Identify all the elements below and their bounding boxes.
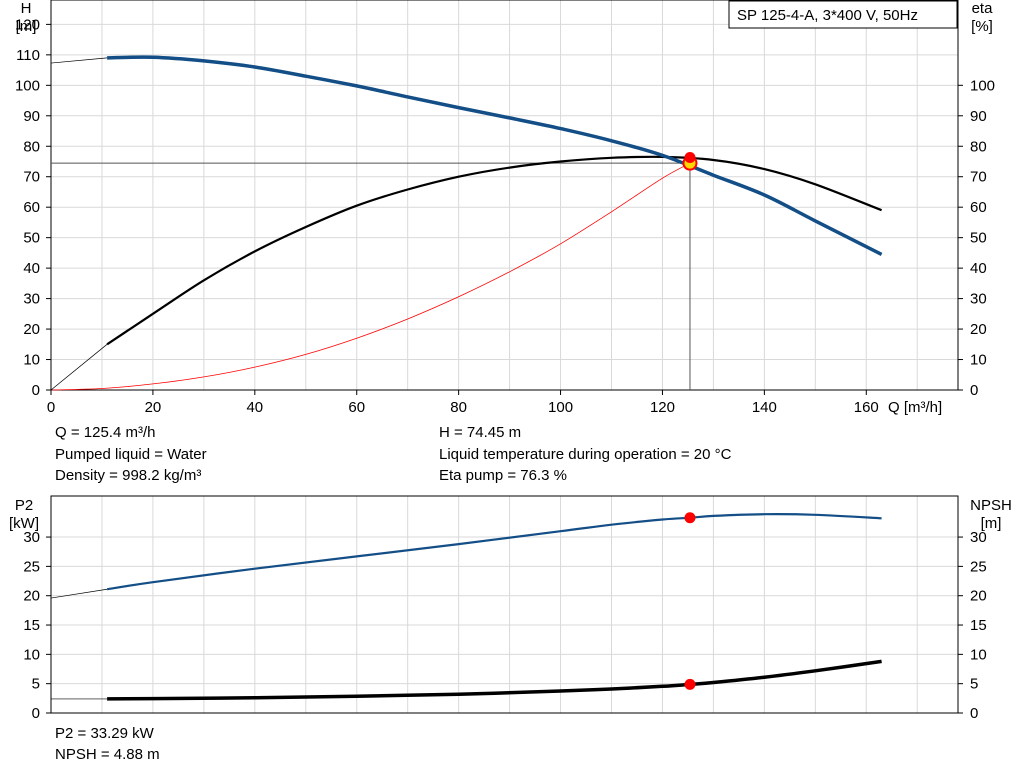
h-tick-label: 120 xyxy=(15,16,40,33)
h-tick-label: 90 xyxy=(23,108,40,125)
q-tick-label: 100 xyxy=(548,399,573,416)
npsh-tick-label: 15 xyxy=(970,617,987,634)
p2-point-marker xyxy=(684,512,696,524)
top-plot: 0 10 20 30 40 50 60 70 80 90 100 110 120 0 10 20 30 40 50 6… xyxy=(15,0,995,416)
h-tick-label: 40 xyxy=(23,260,40,277)
eta-point-marker xyxy=(684,152,696,164)
npsh-tick-label: 25 xyxy=(970,558,987,575)
eta-tick-label: 40 xyxy=(970,260,987,277)
info-density: Density = 998.2 kg/m³ xyxy=(55,467,202,484)
eta-tick-label: 80 xyxy=(970,138,987,155)
q-tick-label: 120 xyxy=(650,399,675,416)
head-curve xyxy=(107,55,883,256)
h-axis-title: H xyxy=(20,0,32,17)
bottom-tick-labels: 0 5 10 15 20 25 30 0 5 10 15 20 25 30 xyxy=(23,529,986,722)
h-tick-label: 30 xyxy=(23,291,40,308)
npsh-tick-label: 5 xyxy=(970,676,978,693)
info-h: H = 74.45 m xyxy=(439,424,522,441)
eta-tick-label: 60 xyxy=(970,199,987,216)
p2-axis-title: P2 xyxy=(14,497,34,514)
eta-tick-label: 0 xyxy=(970,382,978,399)
info-liquid: Pumped liquid = Water xyxy=(55,446,207,463)
p2-curve-extension xyxy=(50,588,108,599)
h-tick-label: 80 xyxy=(23,138,40,155)
info-p2: P2 = 33.29 kW xyxy=(55,725,154,742)
npsh-tick-label: 30 xyxy=(970,529,987,546)
h-tick-label: 110 xyxy=(16,47,40,64)
info-temp: Liquid temperature during operation = 20… xyxy=(439,446,732,463)
p2-tick-label: 20 xyxy=(23,588,40,605)
npsh-point-marker xyxy=(684,678,696,690)
h-tick-label: 0 xyxy=(32,382,40,399)
bottom-gridlines xyxy=(51,496,958,713)
p2-axis-unit: [kW] xyxy=(9,515,39,532)
head-curve-extension xyxy=(50,57,108,64)
system-curve xyxy=(50,162,691,391)
eta-tick-label: 100 xyxy=(970,77,995,94)
model-label-box xyxy=(728,0,958,29)
p2-curve xyxy=(106,513,882,591)
p2-tick-label: 0 xyxy=(32,705,40,722)
q-tick-label: 80 xyxy=(450,399,467,416)
eta-axis-unit: [%] xyxy=(971,18,993,35)
top-tick-labels: 0 10 20 30 40 50 60 70 80 90 100 110 120 0 10 20 30 40 50 6… xyxy=(15,16,995,416)
npsh-axis-header: NPSH [m] xyxy=(964,497,1018,533)
eta-axis-header: eta [%] xyxy=(964,0,1000,36)
h-axis-header: H [m] xyxy=(12,0,40,36)
npsh-axis-title: NPSH xyxy=(970,497,1012,514)
bottom-plot: 0 5 10 15 20 25 30 0 5 10 15 20 25 30 xyxy=(23,495,987,722)
p2-axis-header: P2 [kW] xyxy=(4,497,44,533)
q-tick-label: 0 xyxy=(47,399,55,416)
p2-tick-label: 25 xyxy=(23,558,40,575)
top-curves xyxy=(50,55,883,391)
h-tick-label: 60 xyxy=(23,199,40,216)
bottom-curves xyxy=(50,512,882,701)
h-axis-unit: [m] xyxy=(15,18,37,35)
eta-tick-label: 10 xyxy=(970,352,987,369)
eta-tick-label: 30 xyxy=(970,291,987,308)
h-tick-label: 100 xyxy=(15,77,40,94)
npsh-axis-unit: [m] xyxy=(980,515,1002,532)
p2-tick-label: 15 xyxy=(23,617,40,634)
model-label: SP 125-4-A, 3*400 V, 50Hz xyxy=(737,7,918,24)
x-axis-label: Q [m³/h] xyxy=(888,399,942,416)
p2-tick-label: 5 xyxy=(32,676,40,693)
h-tick-label: 10 xyxy=(23,352,40,369)
eta-curve-extension xyxy=(50,344,108,391)
npsh-tick-label: 0 xyxy=(970,705,978,722)
top-plot-frame xyxy=(50,0,959,391)
eta-curve xyxy=(106,155,882,346)
p2-tick-label: 10 xyxy=(23,646,40,663)
npsh-curve xyxy=(107,659,882,701)
h-tick-label: 20 xyxy=(23,321,40,338)
p2-tick-label: 30 xyxy=(23,529,40,546)
npsh-tick-label: 10 xyxy=(970,646,987,663)
h-tick-label: 70 xyxy=(23,169,40,186)
eta-tick-label: 70 xyxy=(970,169,987,186)
npsh-tick-label: 20 xyxy=(970,588,987,605)
q-tick-label: 40 xyxy=(246,399,263,416)
q-tick-label: 140 xyxy=(752,399,777,416)
eta-tick-label: 50 xyxy=(970,230,987,247)
h-tick-label: 50 xyxy=(23,230,40,247)
eta-tick-label: 20 xyxy=(970,321,987,338)
eta-axis-title: eta xyxy=(971,0,993,17)
q-tick-label: 60 xyxy=(348,399,365,416)
q-tick-label: 160 xyxy=(854,399,879,416)
info-eta: Eta pump = 76.3 % xyxy=(439,467,567,484)
q-tick-label: 20 xyxy=(145,399,162,416)
eta-tick-label: 90 xyxy=(970,108,987,125)
bottom-plot-frame xyxy=(50,495,959,714)
info-q: Q = 125.4 m³/h xyxy=(55,424,156,441)
info-npsh: NPSH = 4.88 m xyxy=(55,746,160,763)
